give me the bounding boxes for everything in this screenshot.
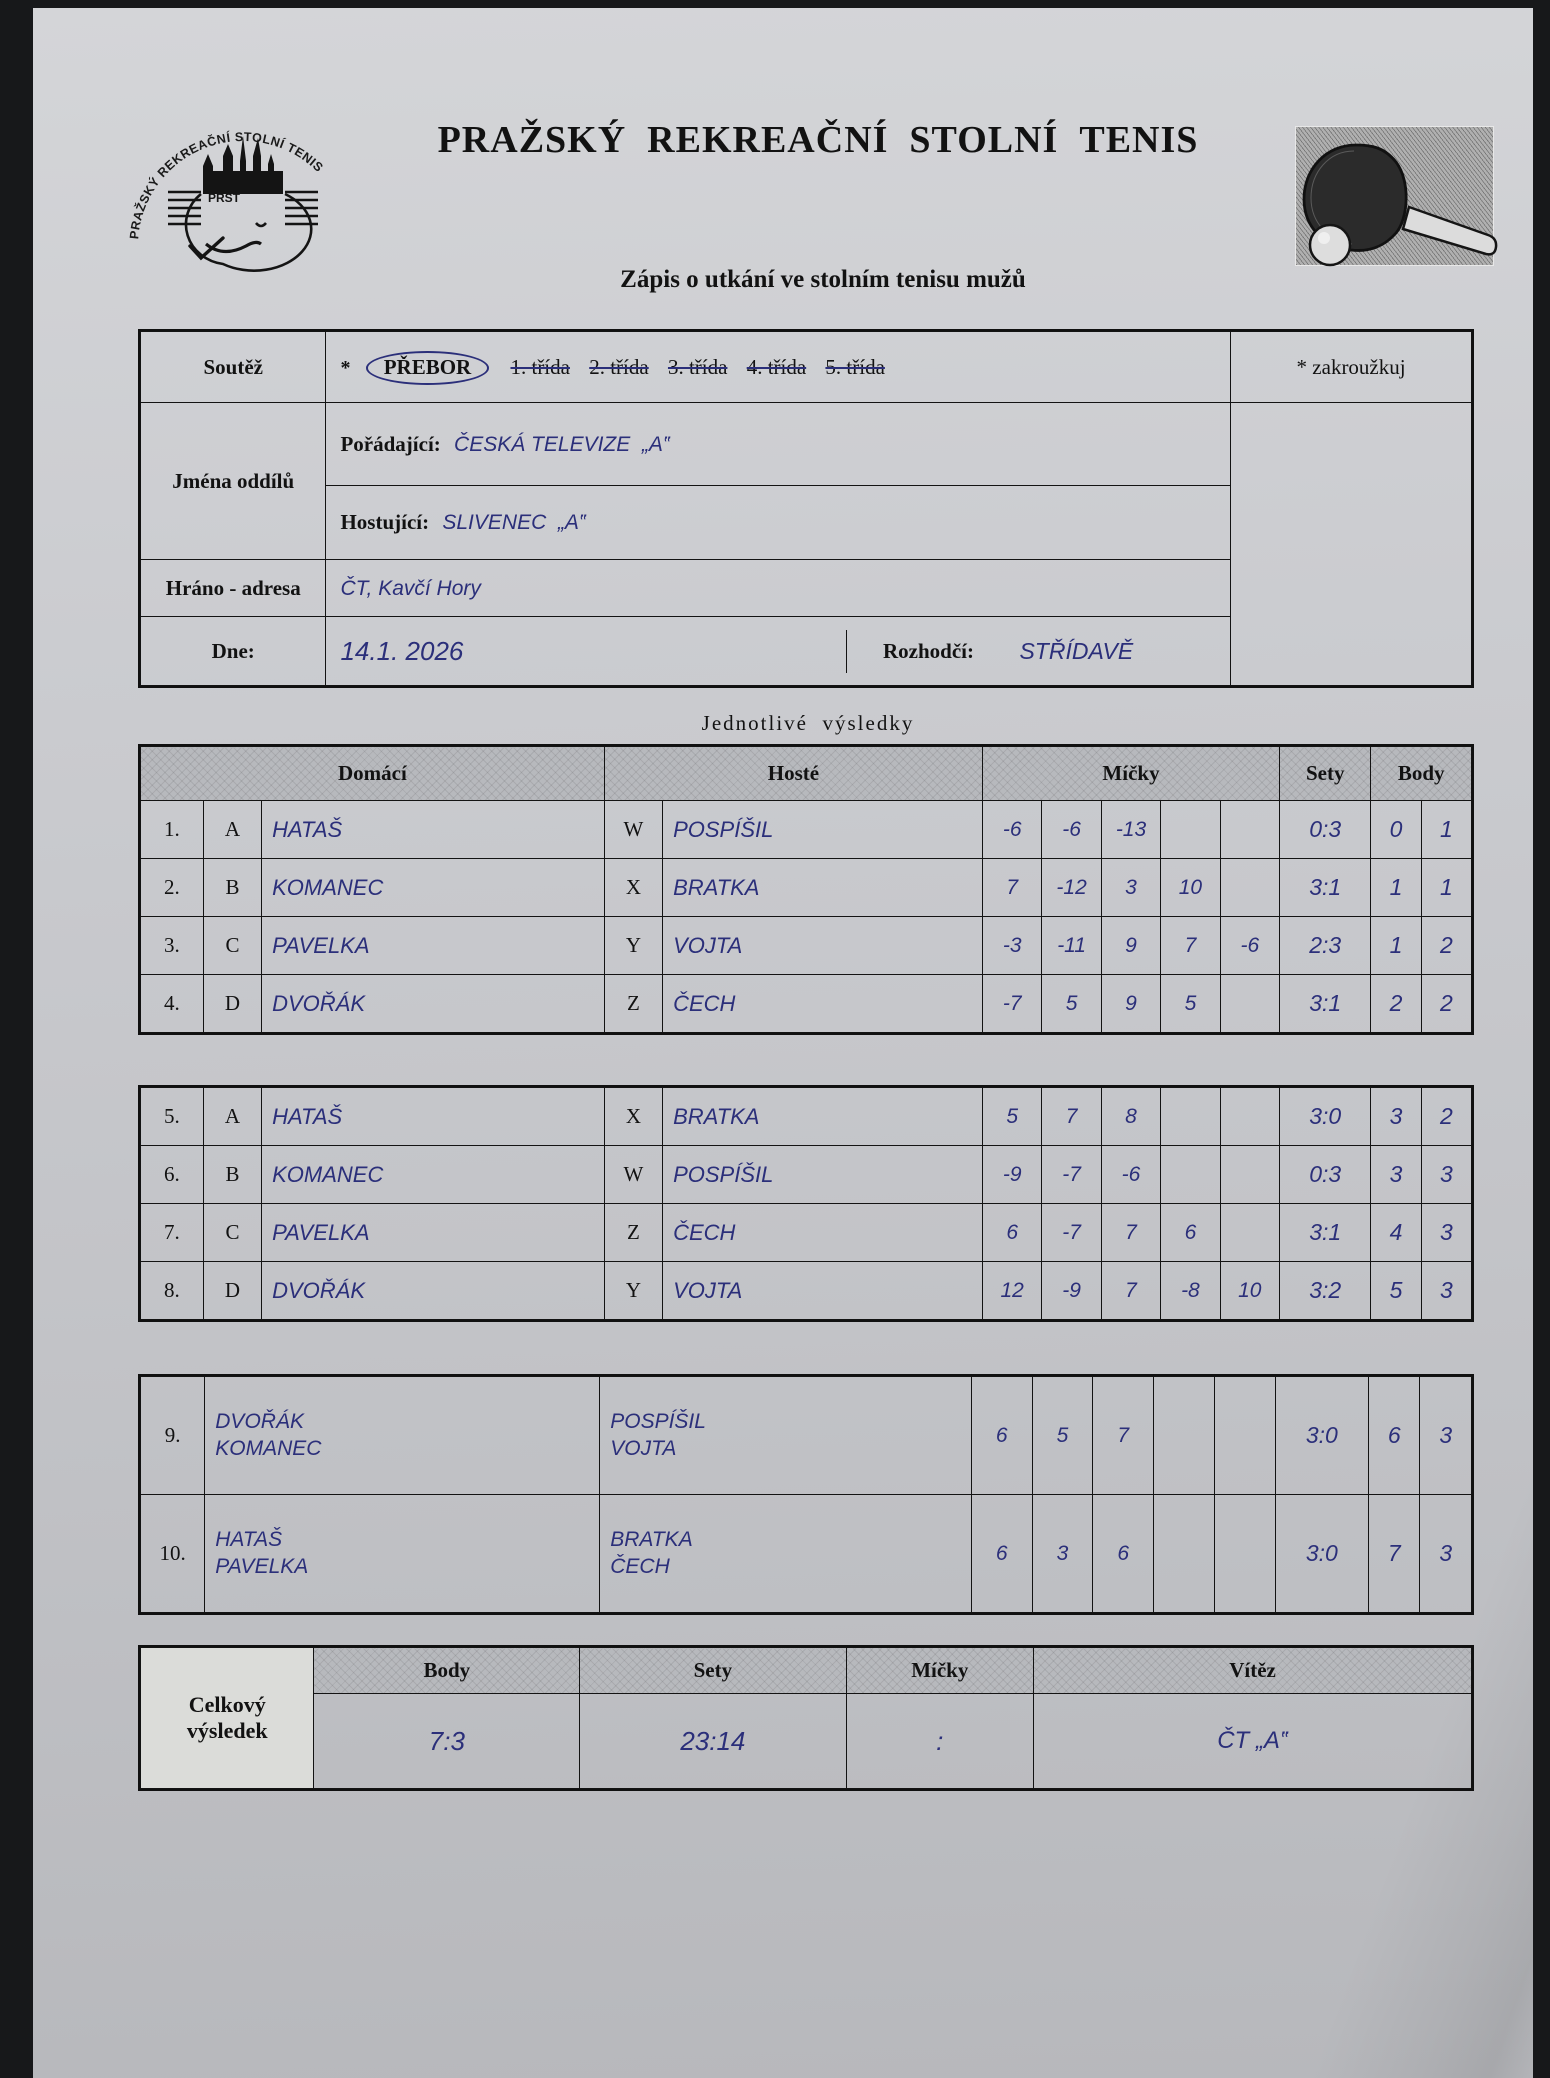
svg-text:PRST: PRST <box>208 191 241 205</box>
